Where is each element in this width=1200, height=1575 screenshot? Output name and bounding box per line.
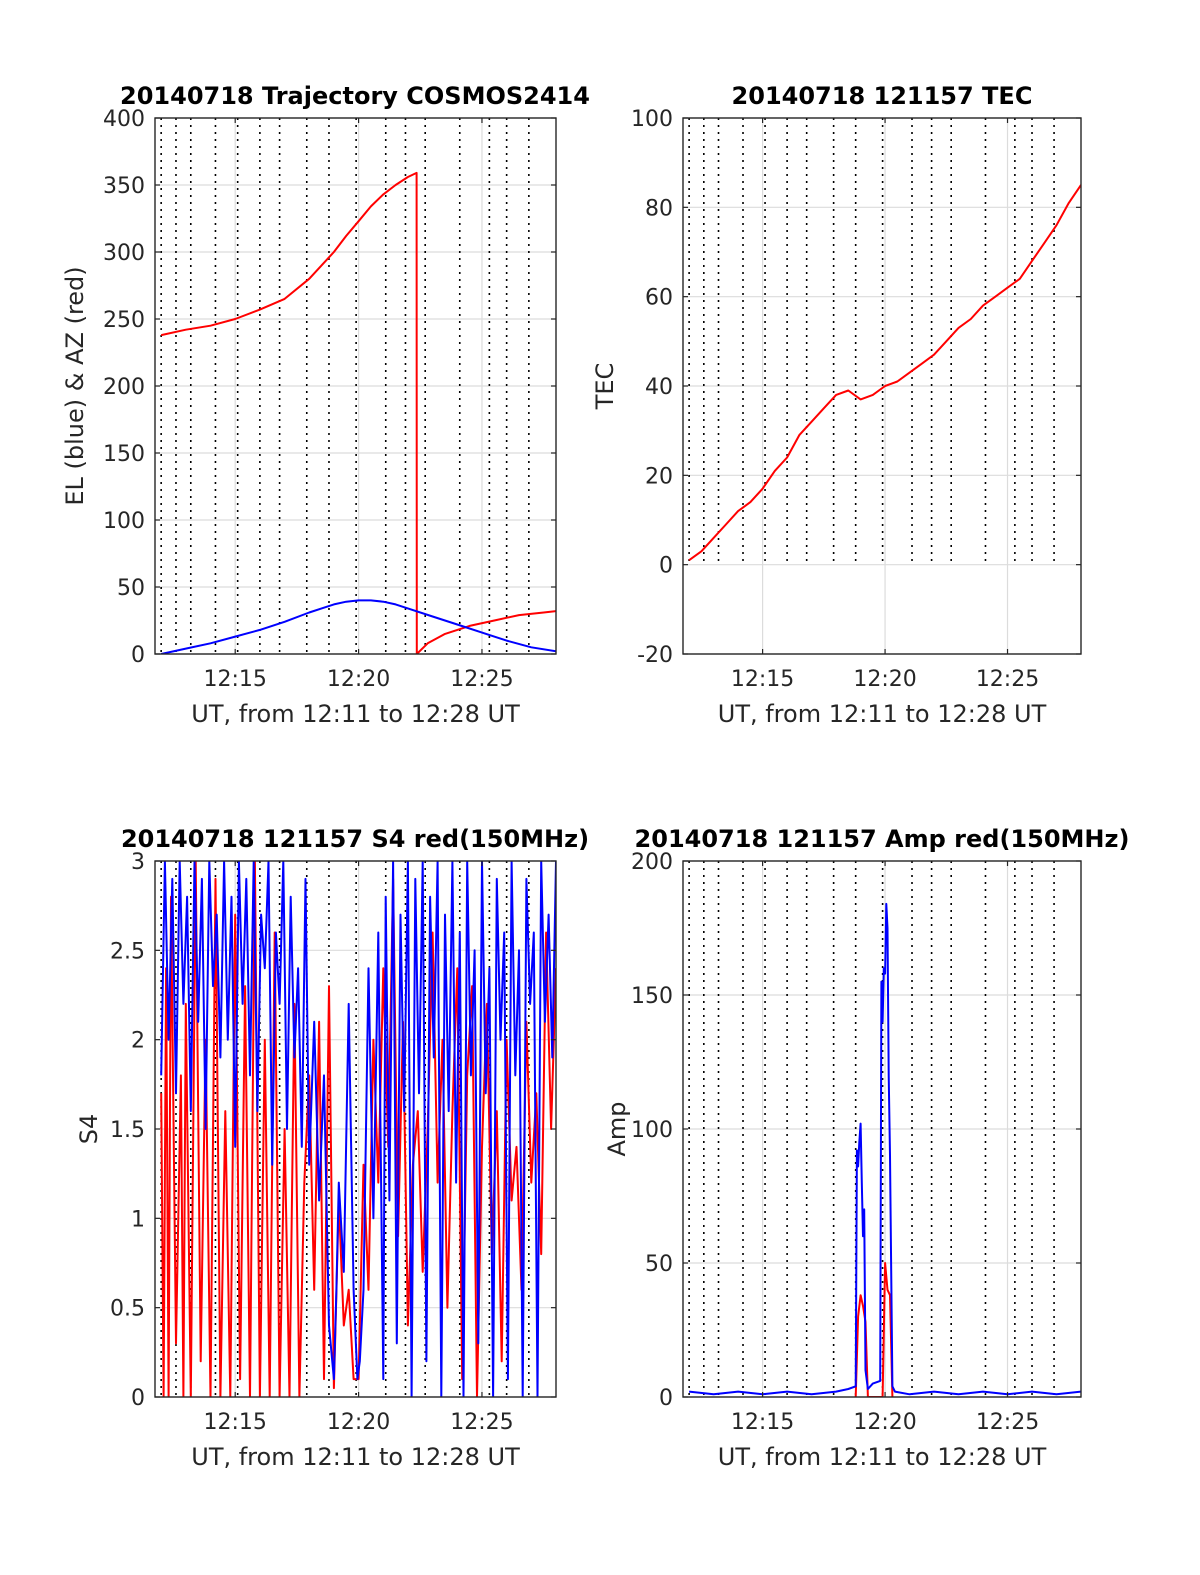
- y-tick-label: 50: [117, 576, 145, 601]
- y-tick-label: 100: [631, 107, 673, 132]
- y-tick-label: 80: [645, 196, 673, 221]
- panel-s4: 12:15 12:20 12:25 0 0.5 1 1.5 2 2.5 3 UT, from 12:…: [75, 825, 589, 1471]
- chart-title: 20140718 Trajectory COSMOS2414: [120, 82, 590, 110]
- series-line-1: [160, 861, 556, 1397]
- y-tick-label: 60: [645, 286, 673, 311]
- y-tick-label: 0: [131, 1386, 145, 1411]
- y-tick-label: 100: [103, 509, 145, 534]
- y-tick-label: 0: [659, 1386, 673, 1411]
- y-tick-label: -20: [637, 643, 673, 668]
- x-axis-label: UT, from 12:11 to 12:28 UT: [718, 1443, 1047, 1471]
- y-tick-label: 0: [659, 554, 673, 579]
- y-tick-label: 300: [103, 241, 145, 266]
- panel-tec: 12:15 12:20 12:25 -20 0 20 40 60 80 100 UT, from 1…: [591, 82, 1082, 728]
- y-tick-label: 400: [103, 107, 145, 132]
- y-tick-label: 150: [103, 442, 145, 467]
- y-tick-label: 150: [631, 984, 673, 1009]
- panel-trajectory: 12:15 12:20 12:25 0 50 100 150 200 250 300 350 400 U…: [61, 82, 590, 728]
- x-tick-label: 12:20: [327, 1410, 390, 1435]
- x-tick-label: 12:15: [203, 1410, 266, 1435]
- y-axis-label: EL (blue) & AZ (red): [61, 266, 89, 505]
- x-tick-label: 12:25: [976, 667, 1039, 692]
- data-layer: [160, 171, 556, 654]
- y-tick-label: 0: [131, 643, 145, 668]
- x-tick-label: 12:25: [450, 1410, 513, 1435]
- chart-title: 20140718 121157 Amp red(150MHz): [635, 825, 1130, 853]
- y-axis-label: S4: [75, 1114, 103, 1145]
- y-tick-label: 100: [631, 1118, 673, 1143]
- data-layer: [688, 902, 1081, 1397]
- y-axis-label: Amp: [603, 1101, 631, 1156]
- y-tick-label: 3: [131, 850, 145, 875]
- x-tick-label: 12:20: [853, 1410, 916, 1435]
- y-tick-label: 20: [645, 464, 673, 489]
- series-line-1: [160, 599, 556, 654]
- x-tick-label: 12:25: [450, 667, 513, 692]
- y-axis-label: TEC: [591, 363, 619, 411]
- y-tick-label: 200: [631, 850, 673, 875]
- x-tick-label: 12:25: [976, 1410, 1039, 1435]
- y-tick-label: 2: [131, 1029, 145, 1054]
- x-tick-label: 12:20: [327, 667, 390, 692]
- y-tick-label: 200: [103, 375, 145, 400]
- y-tick-label: 2.5: [110, 939, 145, 964]
- data-layer: [688, 184, 1081, 562]
- series-line-1: [688, 902, 1081, 1396]
- y-tick-label: 50: [645, 1252, 673, 1277]
- chart-title: 20140718 121157 S4 red(150MHz): [121, 825, 589, 853]
- x-axis-label: UT, from 12:11 to 12:28 UT: [191, 1443, 520, 1471]
- x-tick-label: 12:15: [731, 667, 794, 692]
- x-axis-label: UT, from 12:11 to 12:28 UT: [191, 700, 520, 728]
- data-layer: [160, 861, 556, 1397]
- x-axis-label: UT, from 12:11 to 12:28 UT: [718, 700, 1047, 728]
- series-line-0: [160, 171, 556, 654]
- series-line-0: [854, 1262, 894, 1397]
- x-tick-label: 12:15: [203, 667, 266, 692]
- series-line-0: [688, 184, 1081, 562]
- y-tick-label: 0.5: [110, 1297, 145, 1322]
- panel-amp: 12:15 12:20 12:25 0 50 100 150 200 UT, from 12:1…: [603, 825, 1129, 1471]
- y-tick-label: 40: [645, 375, 673, 400]
- y-tick-label: 350: [103, 174, 145, 199]
- x-tick-label: 12:20: [853, 667, 916, 692]
- y-tick-label: 1: [131, 1207, 145, 1232]
- x-tick-label: 12:15: [731, 1410, 794, 1435]
- y-tick-label: 250: [103, 308, 145, 333]
- chart-title: 20140718 121157 TEC: [732, 82, 1033, 110]
- y-tick-label: 1.5: [110, 1118, 145, 1143]
